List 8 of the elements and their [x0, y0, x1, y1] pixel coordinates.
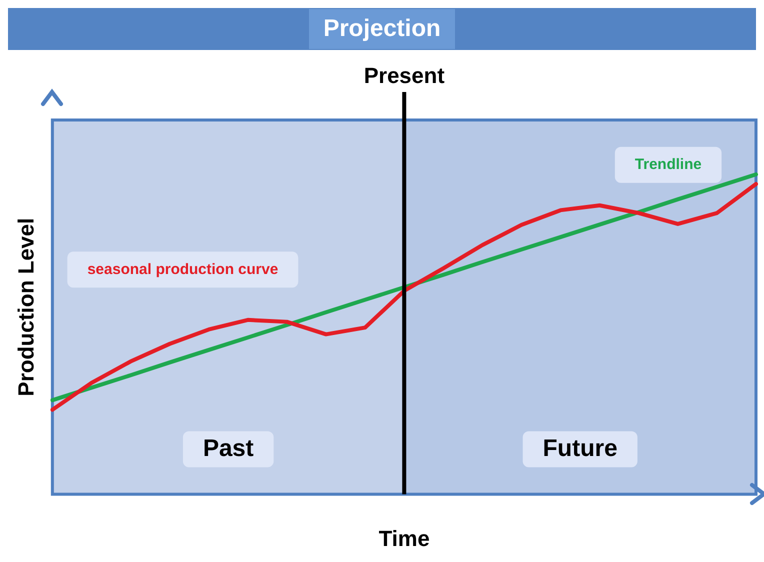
- series-label: Trendline: [634, 156, 702, 174]
- annotation: Past: [202, 434, 254, 462]
- text: Present: [364, 63, 446, 88]
- text: seasonal production curve: [87, 260, 278, 278]
- x-axis-title: Time: [378, 526, 430, 551]
- annotation: Future: [542, 434, 618, 462]
- chart-title: Projection: [309, 9, 455, 49]
- y-axis-title: Production Level: [13, 218, 38, 396]
